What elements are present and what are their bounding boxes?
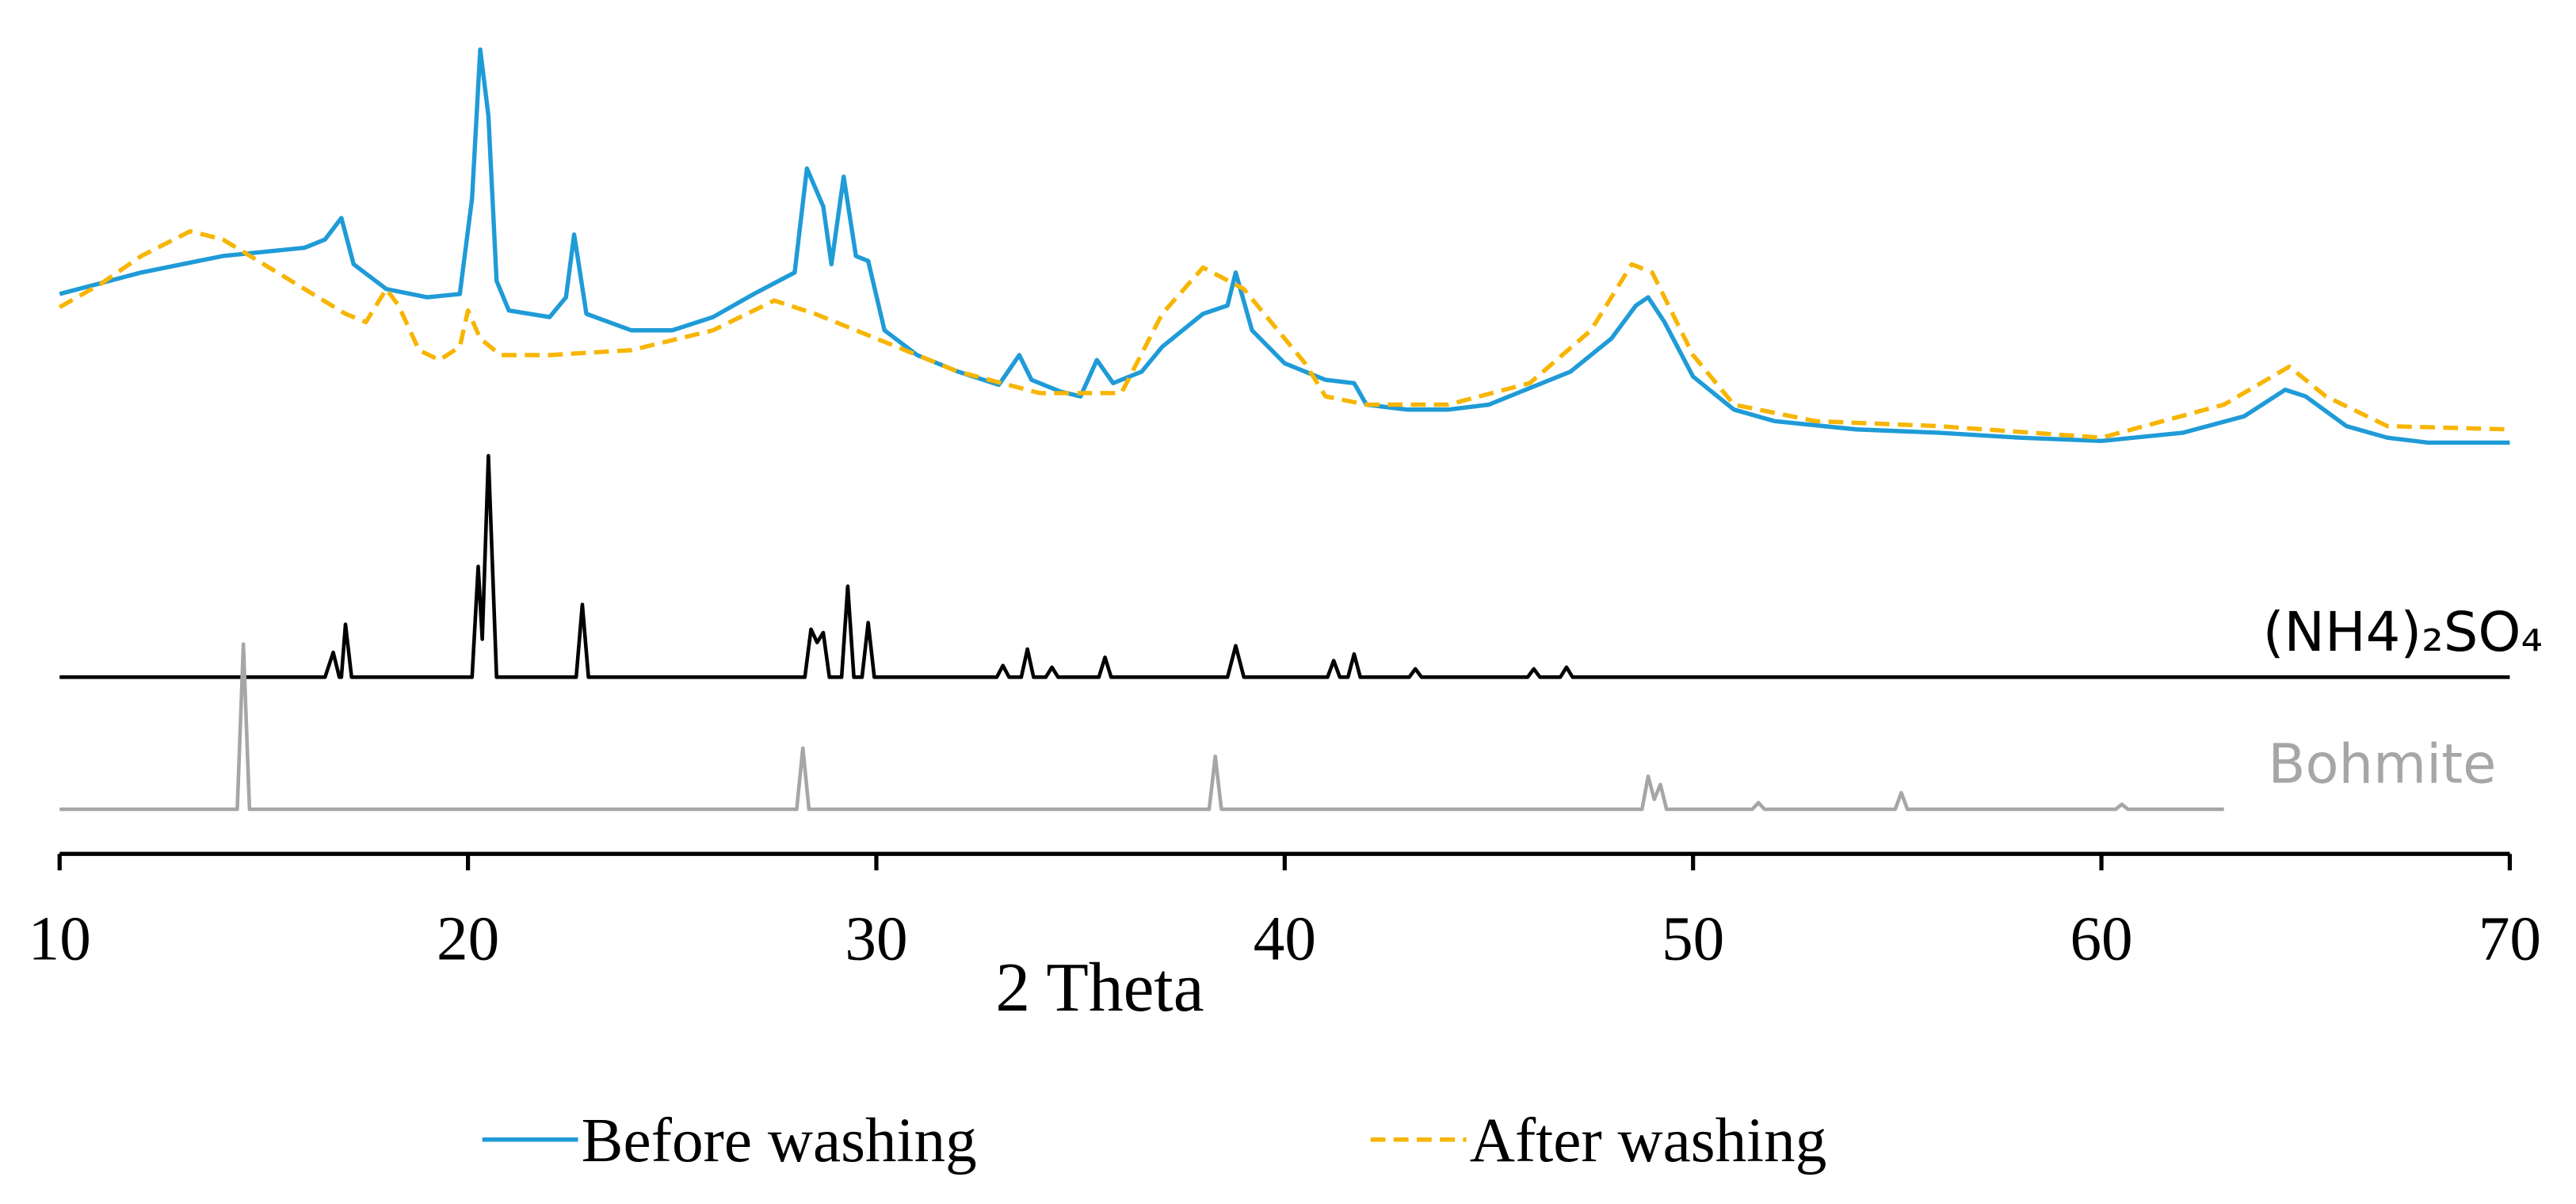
series-line: [58, 229, 2510, 440]
x-tick-label: 70: [2479, 904, 2541, 974]
reference-pattern-line: [59, 642, 2224, 812]
x-tick-label: 60: [2070, 904, 2132, 974]
x-tick-label: 50: [1662, 904, 1724, 974]
x-tick-label: 20: [437, 904, 499, 974]
x-tick-label: 10: [29, 904, 91, 974]
x-tick-label: 30: [845, 904, 907, 974]
legend-label: After washing: [1470, 1106, 1827, 1175]
x-axis-title: 2 Theta: [995, 949, 1204, 1026]
reference-pattern-label: (NH4)₂SO₄: [2263, 601, 2543, 664]
x-tick-label: 40: [1254, 904, 1316, 974]
reference-pattern-line: [59, 453, 2510, 679]
legend-label: Before washing: [582, 1106, 977, 1175]
series-line: [59, 47, 2510, 445]
reference-pattern-label: Bohmite: [2268, 733, 2496, 797]
